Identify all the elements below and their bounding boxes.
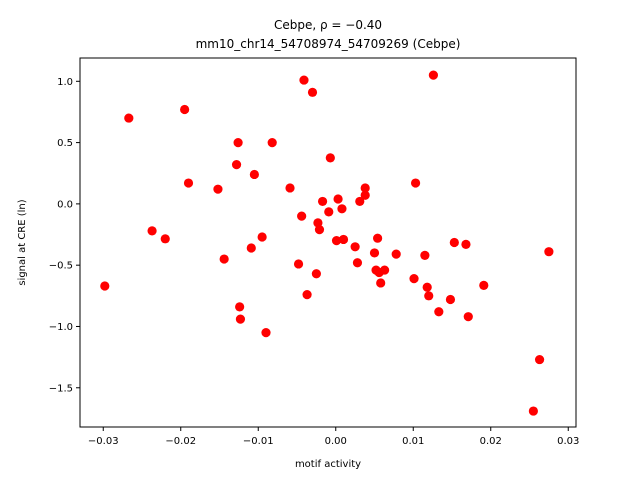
chart-title-line-1: Cebpe, ρ = −0.40: [274, 18, 382, 32]
data-point-8: [231, 160, 242, 170]
data-point-45: [409, 274, 419, 284]
data-point-16: [267, 137, 277, 148]
data-point-50: [428, 70, 438, 80]
data-point-7: [219, 254, 229, 264]
y-axis-label: signal at CRE (ln): [17, 199, 28, 285]
data-point-18: [293, 259, 304, 269]
data-point-11: [235, 314, 246, 324]
data-point-42: [376, 278, 386, 288]
data-point-10: [235, 302, 245, 312]
x-tick-label: 0.01: [402, 436, 424, 447]
data-point-5: [183, 178, 194, 188]
data-point-47: [420, 250, 430, 260]
data-point-58: [534, 354, 545, 365]
x-tick-label: 0.03: [557, 436, 579, 447]
data-point-29: [331, 236, 342, 246]
data-point-35: [355, 196, 365, 207]
data-point-14: [257, 232, 267, 242]
data-point-19: [297, 211, 307, 221]
data-point-6: [213, 184, 223, 194]
plot-frame: [79, 57, 577, 428]
data-point-40: [373, 233, 383, 243]
data-point-31: [338, 234, 349, 245]
data-point-13: [249, 169, 259, 180]
data-point-57: [528, 406, 538, 416]
x-tick-label: 0.00: [325, 436, 347, 447]
chart-title-line-2: mm10_chr14_54708974_54709269 (Cebpe): [196, 37, 461, 51]
data-point-15: [261, 328, 271, 338]
y-tick-label: −0.5: [49, 261, 73, 272]
data-point-9: [233, 137, 243, 148]
data-point-20: [299, 75, 309, 85]
x-tick-label: −0.02: [165, 436, 196, 447]
data-point-43: [379, 265, 390, 275]
data-point-21: [302, 290, 312, 300]
data-point-34: [352, 258, 363, 268]
data-point-30: [333, 194, 343, 204]
data-point-48: [422, 282, 432, 292]
data-point-17: [285, 183, 295, 193]
data-point-1: [124, 113, 134, 123]
x-axis-ticks: −0.03 −0.02 −0.01 0.00 0.01 0.02 0.03: [88, 427, 579, 447]
data-point-27: [324, 207, 334, 217]
data-point-26: [317, 196, 328, 207]
data-point-38: [369, 248, 380, 258]
data-point-37: [360, 183, 370, 193]
y-axis-ticks: −1.5 −1.0 −0.5 0.0 0.5 1.0: [49, 77, 80, 394]
data-point-54: [461, 239, 471, 249]
data-point-49: [424, 291, 434, 301]
y-tick-label: 1.0: [57, 77, 73, 88]
data-point-51: [434, 307, 444, 317]
data-point-36: [360, 190, 370, 200]
y-tick-label: 0.5: [57, 138, 73, 149]
x-tick-label: −0.03: [88, 436, 119, 447]
x-axis-label: motif activity: [295, 459, 361, 470]
x-tick-label: −0.01: [243, 436, 274, 447]
y-tick-label: −1.0: [49, 322, 73, 333]
data-point-33: [350, 242, 360, 252]
data-point-56: [479, 280, 489, 291]
data-point-23: [311, 269, 321, 279]
data-point-4: [180, 104, 190, 115]
y-tick-label: 0.0: [57, 199, 73, 210]
data-point-12: [246, 243, 256, 253]
data-point-3: [160, 234, 170, 244]
data-point-2: [147, 226, 157, 236]
x-tick-label: 0.02: [480, 436, 502, 447]
data-point-22: [307, 87, 318, 97]
data-point-59: [544, 247, 554, 257]
data-points: [100, 70, 554, 416]
data-point-32: [337, 204, 347, 214]
data-point-44: [391, 249, 401, 259]
data-point-55: [463, 312, 473, 322]
data-point-52: [445, 294, 456, 305]
y-tick-label: −1.5: [49, 383, 73, 394]
data-point-53: [449, 237, 459, 248]
data-point-25: [314, 225, 325, 235]
data-point-46: [410, 178, 421, 188]
data-point-0: [100, 281, 110, 291]
data-point-28: [325, 153, 335, 163]
